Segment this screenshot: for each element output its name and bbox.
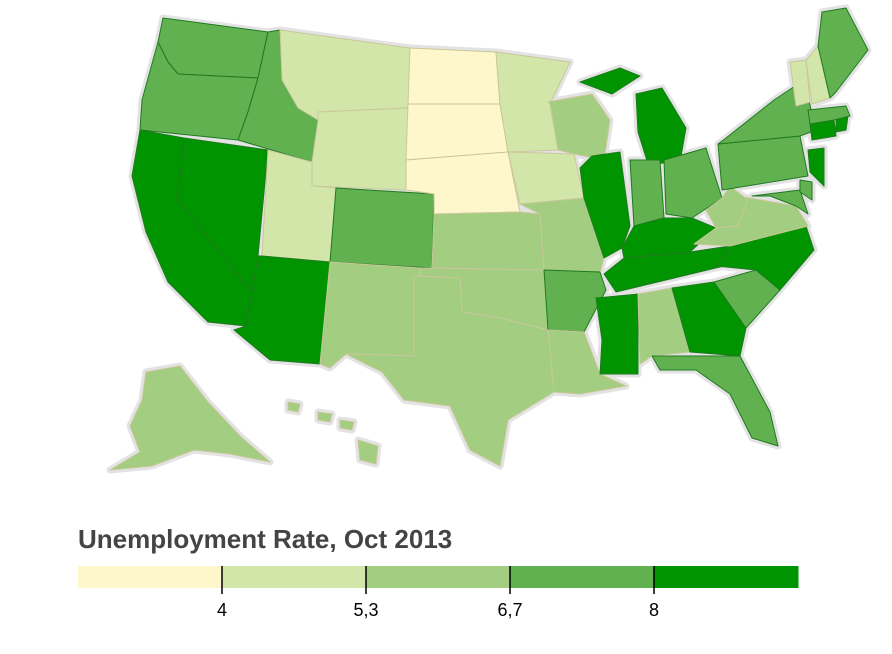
state-west-virginia[interactable] (705, 185, 749, 229)
state-georgia[interactable] (671, 281, 747, 357)
legend-title: Unemployment Rate, Oct 2013 (78, 524, 453, 554)
legend-bin-3 (510, 566, 655, 588)
state-south-dakota[interactable] (405, 103, 509, 161)
color-legend: 4 5,3 6,7 8 (78, 566, 799, 620)
legend-bin-1 (222, 566, 367, 588)
legend-bin-4 (654, 566, 799, 588)
legend-tick-label: 8 (649, 600, 659, 620)
state-vermont[interactable] (789, 59, 811, 107)
state-delaware[interactable] (799, 179, 813, 201)
state-pennsylvania[interactable] (717, 135, 809, 191)
state-mississippi[interactable] (595, 293, 639, 375)
state-colorado[interactable] (329, 187, 435, 269)
legend-tick-label: 6,7 (497, 600, 522, 620)
state-iowa[interactable] (507, 151, 585, 205)
state-texas[interactable] (345, 275, 555, 467)
legend-bin-2 (366, 566, 511, 588)
state-wisconsin[interactable] (547, 93, 611, 161)
state-louisiana[interactable] (547, 329, 627, 395)
state-alaska[interactable] (109, 365, 271, 471)
state-layer (109, 7, 869, 471)
state-arkansas[interactable] (543, 269, 607, 333)
state-ohio[interactable] (663, 147, 723, 219)
state-massachusetts[interactable] (807, 105, 851, 125)
state-hawaii[interactable] (287, 401, 379, 465)
state-north-dakota[interactable] (407, 47, 501, 105)
state-indiana[interactable] (629, 159, 665, 227)
us-choropleth-map (106, 4, 872, 474)
state-new-jersey[interactable] (807, 147, 825, 187)
state-maryland[interactable] (751, 189, 809, 215)
legend-tick-label: 5,3 (353, 600, 378, 620)
state-wyoming[interactable] (311, 107, 409, 191)
state-kansas[interactable] (431, 211, 545, 271)
legend-bin-0 (78, 566, 223, 588)
state-illinois[interactable] (579, 151, 631, 259)
legend-tick-label: 4 (217, 600, 227, 620)
state-maine[interactable] (817, 7, 869, 99)
state-new-mexico[interactable] (319, 261, 421, 369)
state-florida[interactable] (651, 355, 779, 447)
